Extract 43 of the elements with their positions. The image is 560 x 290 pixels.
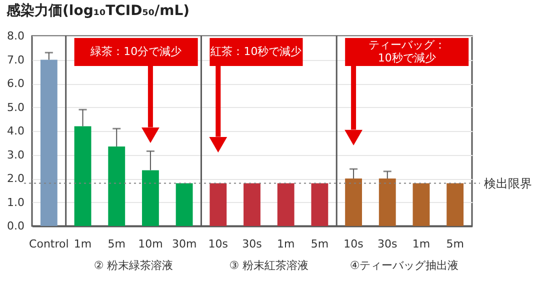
y-tick-label: 2.0 [7, 172, 24, 185]
x-tick-label: 10m [138, 238, 163, 250]
bar [142, 170, 159, 226]
x-tick-label: 30s [242, 238, 262, 250]
bar [74, 126, 92, 226]
x-tick-label: Control [29, 238, 69, 250]
y-tick-label: 8.0 [7, 30, 24, 42]
bar [244, 183, 260, 226]
chart-title: 感染力価(log₁₀TCID₅₀/mL) [6, 2, 190, 19]
x-tick-label: 5m [310, 238, 329, 250]
x-tick-label: 5m [446, 238, 464, 250]
x-tick-label: 5m [108, 238, 126, 250]
annotation: ティーバッグ： 10秒で減少 [368, 38, 446, 64]
y-tick-label: 5.0 [7, 100, 24, 114]
bar [277, 183, 294, 226]
y-tick-label: 6.0 [7, 77, 24, 90]
bar [412, 183, 430, 226]
x-tick-label: 1m [276, 238, 295, 250]
annotation: 緑茶：10分で減少 [90, 45, 182, 58]
bar [311, 183, 328, 226]
annotation: 紅茶：10秒で減少 [210, 45, 302, 58]
text: ④ティーバッグ抽出液 [350, 259, 459, 272]
bar [176, 183, 193, 226]
text: ② 粉末緑茶溶液 [94, 259, 174, 272]
x-tick-label: 30m [172, 238, 197, 250]
bar [108, 146, 126, 226]
x-tick-label: 10s [208, 238, 228, 250]
y-tick-label: 3.0 [7, 148, 24, 162]
bar [345, 178, 362, 226]
bar [378, 178, 396, 226]
x-tick-label: 1m [74, 238, 92, 250]
y-tick-label: 7.0 [7, 53, 24, 66]
y-tick-label: 1.0 [7, 196, 24, 209]
ref-line-label: 検出限界 [484, 176, 532, 190]
text: ③ 粉末紅茶溶液 [229, 259, 309, 272]
y-tick-label: 4.0 [7, 124, 24, 138]
x-tick-label: 1m [412, 238, 430, 250]
y-tick-label: 0.0 [7, 220, 24, 232]
bar [40, 60, 58, 226]
x-tick-label: 30s [378, 238, 398, 250]
bar [446, 183, 464, 226]
bar [210, 183, 227, 226]
x-tick-label: 10s [344, 238, 364, 250]
